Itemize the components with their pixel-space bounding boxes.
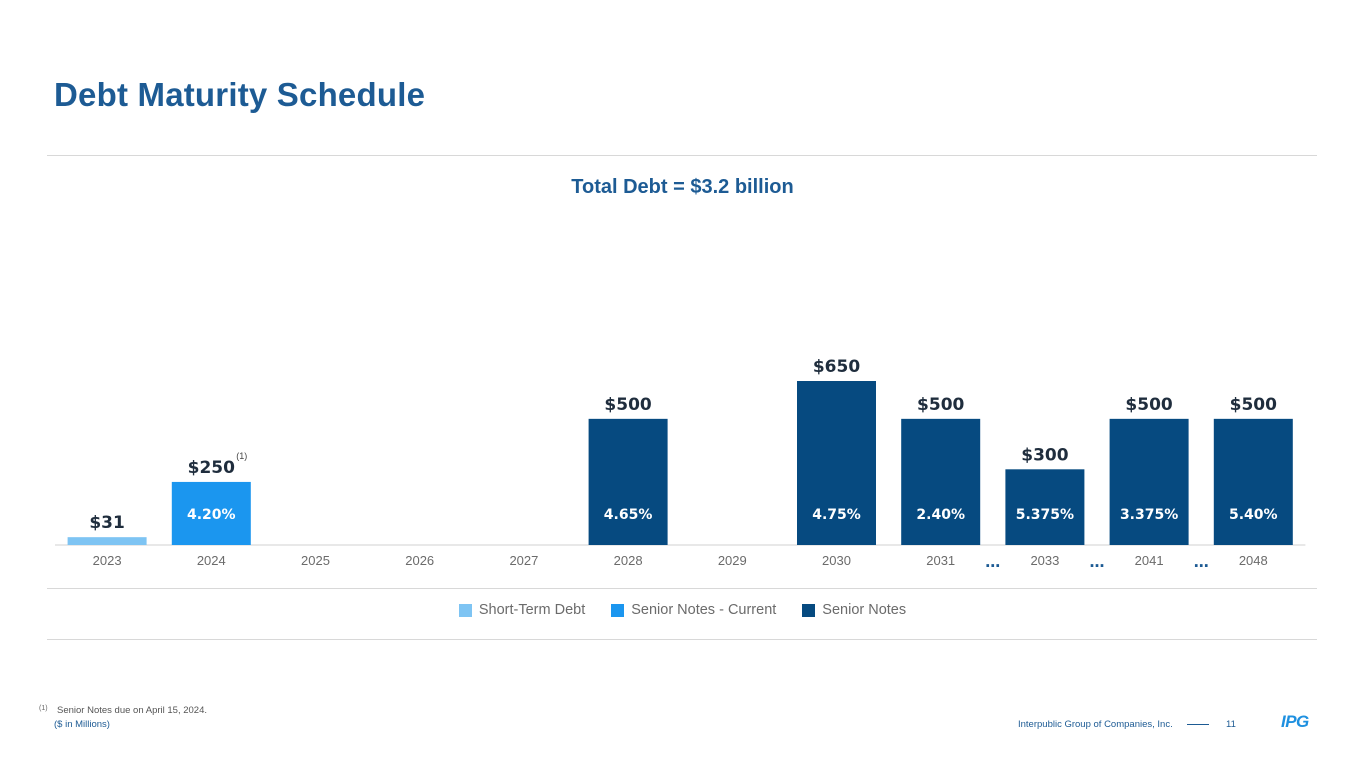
x-tick-2024: 2024 xyxy=(197,553,226,568)
rate-label-2048: 5.40% xyxy=(1229,507,1278,523)
x-tick-2030: 2030 xyxy=(822,553,851,568)
value-label-2030: $650 xyxy=(813,357,860,377)
legend-item-senior-current: Senior Notes - Current xyxy=(611,602,776,618)
x-tick-2048: 2048 xyxy=(1239,553,1268,568)
bar-2024 xyxy=(171,481,251,545)
footnote-mark: (1) xyxy=(39,705,48,712)
value-label-2031: $500 xyxy=(917,395,964,415)
debt-maturity-chart: $31 2023 $250 4.20% (1) 2024 2025 2026 2027 $500 4… xyxy=(55,357,1306,571)
bar-2030 xyxy=(797,381,876,545)
rate-label-2028: 4.65% xyxy=(604,507,653,523)
x-tick-2041: 2041 xyxy=(1135,553,1164,568)
value-label-2033: $300 xyxy=(1021,445,1068,465)
bar-2028 xyxy=(588,418,668,545)
page-title: Debt Maturity Schedule xyxy=(54,76,426,113)
rate-label-2041: 3.375% xyxy=(1120,507,1178,523)
bar-2023 xyxy=(67,537,147,545)
chart-title: Total Debt = $3.2 billion xyxy=(571,176,794,198)
bar-2041 xyxy=(1109,418,1189,545)
value-label-2048: $500 xyxy=(1230,395,1277,415)
value-label-2023: $31 xyxy=(89,513,125,533)
ipg-logo: IPG xyxy=(1281,712,1309,731)
x-tick-2033: 2033 xyxy=(1030,553,1059,568)
x-tick-2028: 2028 xyxy=(614,553,643,568)
page-number: 11 xyxy=(1226,719,1236,730)
bar-2033 xyxy=(1005,469,1085,545)
value-label-2024: $250 xyxy=(188,458,235,478)
axis-break-after-2031: … xyxy=(985,553,1000,571)
legend-swatch-short-term xyxy=(458,603,472,617)
top-divider xyxy=(47,155,1317,156)
value-label-2028: $500 xyxy=(604,395,651,415)
bar-2048 xyxy=(1213,418,1293,545)
legend-label-senior-current: Senior Notes - Current xyxy=(631,602,777,618)
legend-item-short-term: Short-Term Debt xyxy=(458,602,586,618)
x-tick-2027: 2027 xyxy=(509,553,538,568)
axis-break-after-2033: … xyxy=(1090,553,1105,571)
x-tick-2029: 2029 xyxy=(718,553,747,568)
x-tick-2023: 2023 xyxy=(93,553,122,568)
legend-swatch-senior xyxy=(802,603,816,617)
rate-label-2031: 2.40% xyxy=(916,507,965,523)
rate-label-2024: 4.20% xyxy=(187,507,236,523)
chart-legend: Short-Term Debt Senior Notes - Current S… xyxy=(0,602,1365,618)
rate-label-2033: 5.375% xyxy=(1016,507,1074,523)
rate-label-2030: 4.75% xyxy=(812,507,861,523)
x-tick-2031: 2031 xyxy=(926,553,955,568)
footnote-mark-2024: (1) xyxy=(236,451,247,461)
footer-separator xyxy=(1187,724,1209,725)
company-name: Interpublic Group of Companies, Inc. xyxy=(1018,719,1173,730)
legend-label-senior: Senior Notes xyxy=(822,602,907,618)
legend-label-short-term: Short-Term Debt xyxy=(478,602,586,618)
axis-break-after-2041: … xyxy=(1194,553,1209,571)
chart-divider xyxy=(47,588,1317,589)
bar-2031 xyxy=(901,418,981,545)
value-label-2041: $500 xyxy=(1125,395,1172,415)
x-tick-2026: 2026 xyxy=(405,553,434,568)
legend-item-senior: Senior Notes xyxy=(802,602,906,618)
footnote-text: Senior Notes due on April 15, 2024. xyxy=(57,705,207,716)
x-tick-2025: 2025 xyxy=(301,553,330,568)
legend-divider xyxy=(47,639,1317,640)
units-note: ($ in Millions) xyxy=(54,719,110,730)
legend-swatch-senior-current xyxy=(611,603,625,617)
